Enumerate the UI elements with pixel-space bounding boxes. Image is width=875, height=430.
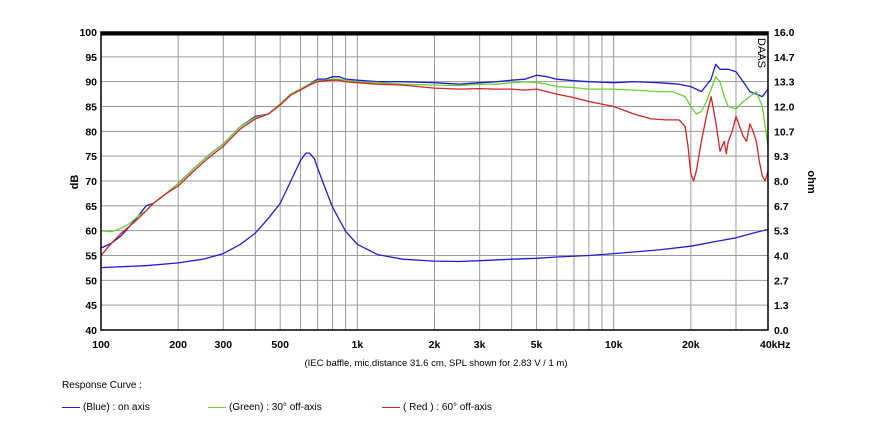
x-tick-label: 2k [429,339,441,351]
series-line-3 [100,152,769,269]
left-tick-label: 70 [85,176,97,188]
legend-item-blue: (Blue) : on axis [62,402,150,413]
right-tick-label: 10.7 [774,126,795,138]
x-tick-label: 5k [531,339,543,351]
legend-item-green: (Green) : 30° off-axis [208,402,322,413]
x-tick-label: 100 [92,339,110,351]
legend-label-green: (Green) : 30° off-axis [229,402,322,413]
legend-label-blue: (Blue) : on axis [83,402,150,413]
right-tick-label: 5.3 [774,226,789,238]
x-tick-label: 20k [682,339,700,351]
right-tick-label: 2.7 [774,275,789,287]
right-tick-label: 9.3 [774,151,789,163]
frequency-response-chart: 100 95 90 85 80 75 70 65 60 55 50 45 40 16.0 14.7 13.3 1… [69,27,817,369]
left-tick-label: 80 [85,126,97,138]
legend-swatch-red [382,407,400,408]
left-tick-label: 60 [85,226,97,238]
x-tick-label: 3k [474,339,486,351]
left-tick-label: 90 [85,77,97,89]
legend-swatch-green [208,407,226,408]
right-tick-label: 12.0 [774,102,795,114]
left-tick-label: 40 [85,325,97,337]
left-axis-label: dB [69,175,81,190]
right-axis-label: ohm [805,170,817,193]
left-tick-label: 75 [85,151,97,163]
left-tick-label: 45 [85,300,97,312]
chart-curves [100,63,769,269]
legend-label-red: ( Red ) : 60° off-axis [403,402,492,413]
left-tick-label: 95 [85,52,97,64]
right-tick-label: 13.3 [774,77,795,89]
footnote: (IEC baffle, mic.distance 31.6 cm, SPL s… [305,358,568,369]
x-tick-label: 10k [605,339,623,351]
x-tick-label: 1k [351,339,363,351]
chart-labels: 100 95 90 85 80 75 70 65 60 55 50 45 40 16.0 14.7 13.3 1… [79,27,794,351]
right-tick-label: 1.3 [774,300,789,312]
left-tick-label: 85 [85,102,97,114]
legend-title: Response Curve : [62,380,143,391]
right-tick-label: 0.0 [774,325,789,337]
right-tick-label: 14.7 [774,52,795,64]
series-line-2 [100,79,769,256]
left-tick-label: 50 [85,275,97,287]
right-tick-label: 16.0 [774,27,795,39]
x-tick-label: 300 [215,339,233,351]
left-tick-label: 100 [79,27,97,39]
series-line-1 [100,76,769,233]
right-tick-label: 8.0 [774,176,789,188]
x-tick-label: 200 [169,339,187,351]
chart-grid [101,32,768,330]
left-tick-label: 55 [85,251,97,263]
x-tick-label: 500 [271,339,289,351]
legend-swatch-blue [62,407,80,408]
legend-item-red: ( Red ) : 60° off-axis [382,402,492,413]
plot-frame [100,31,769,331]
watermark: DAAS [755,38,767,68]
left-tick-label: 65 [85,201,97,213]
x-tick-label: 40kHz [760,339,790,351]
right-tick-label: 4.0 [774,251,789,263]
right-tick-label: 6.7 [774,201,789,213]
